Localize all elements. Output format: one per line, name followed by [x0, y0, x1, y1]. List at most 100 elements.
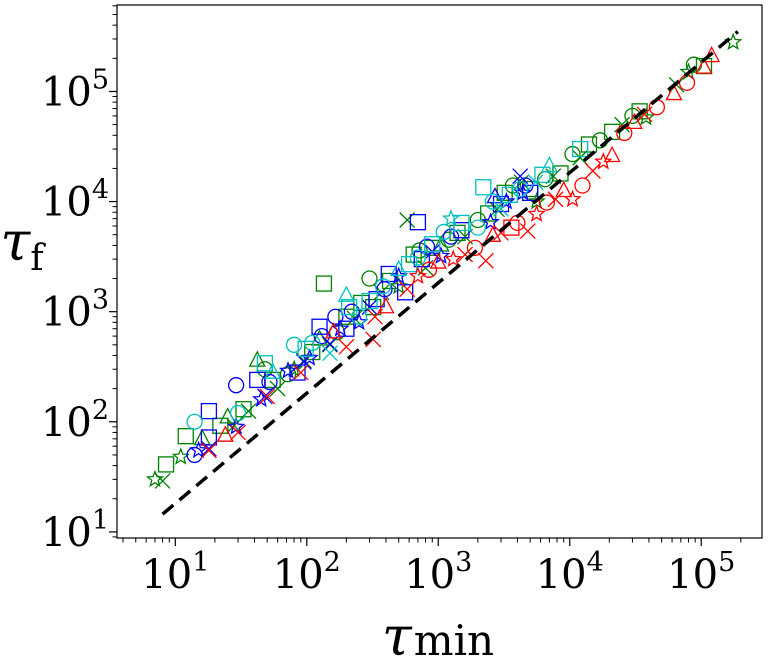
data-point-x: [489, 201, 506, 218]
data-point-star: [594, 152, 613, 170]
y-axis-label: τf: [0, 210, 46, 279]
data-point-x: [477, 252, 494, 269]
data-point-triangle: [377, 297, 395, 314]
y-tick-label-base: 10: [41, 510, 92, 556]
data-point-x: [572, 149, 589, 166]
x-tick-label: 105: [667, 547, 735, 598]
data-point-x: [154, 473, 171, 489]
data-point-circle: [261, 373, 278, 391]
data-point-square: [157, 456, 175, 473]
data-point-triangle: [264, 362, 282, 379]
y-tick-label: 104: [41, 175, 109, 226]
data-point-square: [409, 214, 427, 231]
data-point-square: [400, 256, 418, 273]
data-point-star: [563, 189, 582, 208]
x-axis: 101 102 103 104 105: [122, 538, 742, 598]
y-axis-label-main: τ: [0, 210, 31, 273]
data-point-star: [300, 348, 319, 366]
data-point-star: [389, 266, 408, 285]
data-point-star: [408, 266, 428, 285]
data-point-x: [256, 388, 273, 405]
data-point-star: [278, 361, 298, 379]
data-point-square: [200, 429, 218, 446]
data-point-x: [200, 442, 217, 459]
data-point-x: [519, 223, 536, 239]
data-point-star: [444, 249, 463, 267]
data-point-triangle: [432, 235, 450, 252]
data-point-circle: [469, 219, 486, 236]
data-point-x: [240, 403, 257, 420]
x-tick-label-base: 10: [273, 552, 324, 598]
data-point-circle: [678, 74, 696, 91]
data-point-x: [269, 380, 286, 397]
data-point-circle: [327, 308, 344, 325]
y-tick-label-exponent: 4: [92, 175, 109, 206]
data-point-square: [311, 318, 328, 335]
data-point-circle: [361, 270, 378, 287]
data-point-star: [145, 469, 165, 488]
data-point-x: [512, 168, 529, 185]
data-point-circle: [418, 238, 436, 255]
data-point-square: [453, 214, 470, 232]
data-point-triangle: [390, 259, 408, 277]
data-point-circle: [186, 413, 203, 430]
x-axis-label: τmin: [382, 605, 494, 666]
y-axis-label-sub: f: [30, 238, 46, 279]
data-point-circle: [304, 334, 321, 352]
data-point-x: [367, 308, 383, 325]
data-point-square: [177, 428, 194, 445]
y-tick-label: 105: [41, 64, 109, 115]
data-point-square: [289, 364, 306, 381]
data-point-x: [200, 440, 217, 457]
data-point-square: [338, 308, 355, 325]
data-point-square: [212, 417, 229, 434]
data-point-x: [321, 345, 338, 362]
data-point-square: [571, 140, 589, 158]
y-tick-label: 103: [41, 285, 109, 336]
data-point-square: [492, 195, 510, 213]
data-point-triangle: [665, 83, 683, 101]
data-point-circle: [538, 194, 556, 211]
data-point-triangle: [540, 156, 558, 173]
data-point-square: [424, 236, 441, 253]
data-point-triangle: [695, 57, 713, 74]
data-point-square: [297, 340, 314, 357]
x-tick-label-exponent: 3: [455, 547, 472, 578]
data-point-triangle: [429, 252, 447, 269]
data-point-square: [249, 371, 266, 389]
data-point-square: [361, 292, 378, 310]
x-tick-label-exponent: 5: [718, 547, 735, 578]
y-tick-label-exponent: 5: [92, 64, 109, 95]
data-point-star: [171, 447, 191, 465]
data-point-star: [389, 276, 408, 295]
data-point-circle: [374, 278, 392, 295]
data-point-star: [189, 440, 208, 459]
y-tick-label: 101: [41, 505, 109, 556]
data-point-x: [259, 388, 276, 405]
data-point-circle: [466, 239, 484, 256]
data-point-square: [501, 186, 518, 204]
data-point-square: [235, 401, 252, 418]
y-tick-label-base: 10: [41, 69, 92, 115]
data-point-circle: [504, 177, 522, 194]
data-point-star: [481, 212, 500, 230]
data-point-square: [405, 246, 422, 263]
data-point-x: [292, 364, 309, 381]
data-point-x: [457, 246, 474, 263]
data-point-square: [397, 284, 414, 301]
data-point-x: [493, 200, 509, 217]
data-point-x: [547, 191, 564, 208]
data-point-x: [399, 281, 416, 298]
y-tick-label-base: 10: [41, 400, 92, 446]
y-tick-label-exponent: 1: [92, 505, 109, 536]
data-point-circle: [420, 261, 438, 278]
data-point-star: [441, 209, 461, 227]
data-point-square: [580, 136, 598, 153]
x-tick-label-exponent: 4: [587, 547, 604, 578]
data-point-x: [321, 335, 338, 352]
y-tick-label-base: 10: [41, 290, 92, 336]
x-axis-label-main: τ: [382, 605, 413, 666]
